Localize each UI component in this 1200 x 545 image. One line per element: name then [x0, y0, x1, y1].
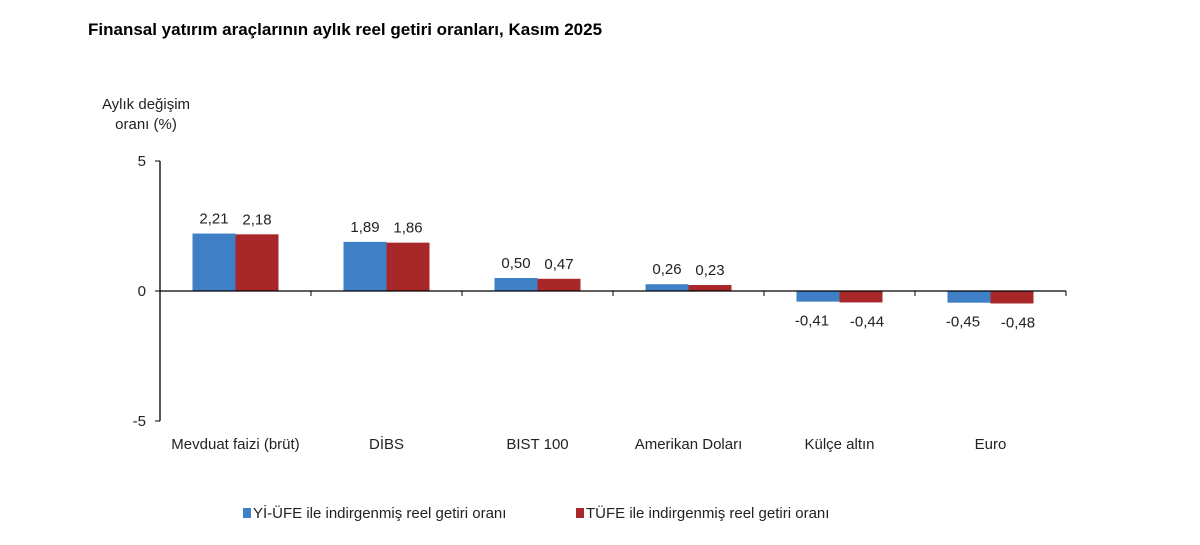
data-label: -0,41	[795, 313, 829, 330]
data-label: 2,18	[242, 211, 271, 228]
y-tick-label: 5	[138, 153, 146, 170]
legend-swatch	[576, 508, 584, 518]
x-tick-label: BIST 100	[506, 436, 568, 453]
data-label: 1,86	[393, 220, 422, 237]
bar-tufe	[235, 234, 279, 291]
data-label: 0,26	[652, 261, 681, 278]
bar-yi-ufe	[494, 278, 538, 291]
y-axis-label: Aylık değişim	[102, 96, 190, 113]
y-axis-label: oranı (%)	[115, 116, 177, 133]
y-tick-label: 0	[138, 283, 146, 300]
data-label: -0,44	[850, 313, 884, 330]
x-tick-label: Mevduat faizi (brüt)	[171, 436, 299, 453]
data-label: 1,89	[350, 219, 379, 236]
bar-tufe	[386, 242, 430, 291]
x-tick-label: Euro	[975, 436, 1007, 453]
x-tick-label: Külçe altın	[804, 436, 874, 453]
x-tick-label: DİBS	[369, 435, 404, 453]
data-label: 0,47	[544, 256, 573, 273]
legend-label: TÜFE ile indirgenmiş reel getiri oranı	[586, 504, 829, 522]
bar-yi-ufe	[343, 241, 387, 291]
data-label: -0,45	[946, 314, 980, 331]
y-tick-label: -5	[133, 413, 146, 430]
data-label: 2,21	[199, 211, 228, 228]
bar-tufe	[990, 291, 1034, 304]
chart-title: Finansal yatırım araçlarının aylık reel …	[88, 20, 603, 39]
data-label: -0,48	[1001, 314, 1035, 331]
bar-tufe	[537, 278, 581, 291]
bar-yi-ufe	[947, 291, 991, 303]
data-label: 0,23	[695, 262, 724, 279]
bar-tufe	[688, 285, 732, 291]
x-tick-label: Amerikan Doları	[635, 436, 743, 453]
data-label: 0,50	[501, 255, 530, 272]
bar-yi-ufe	[645, 284, 689, 291]
bar-yi-ufe	[192, 233, 236, 291]
bar-tufe	[839, 291, 883, 303]
bar-yi-ufe	[796, 291, 840, 302]
legend-label: Yİ-ÜFE ile indirgenmiş reel getiri oranı	[253, 504, 506, 522]
legend-swatch	[243, 508, 251, 518]
